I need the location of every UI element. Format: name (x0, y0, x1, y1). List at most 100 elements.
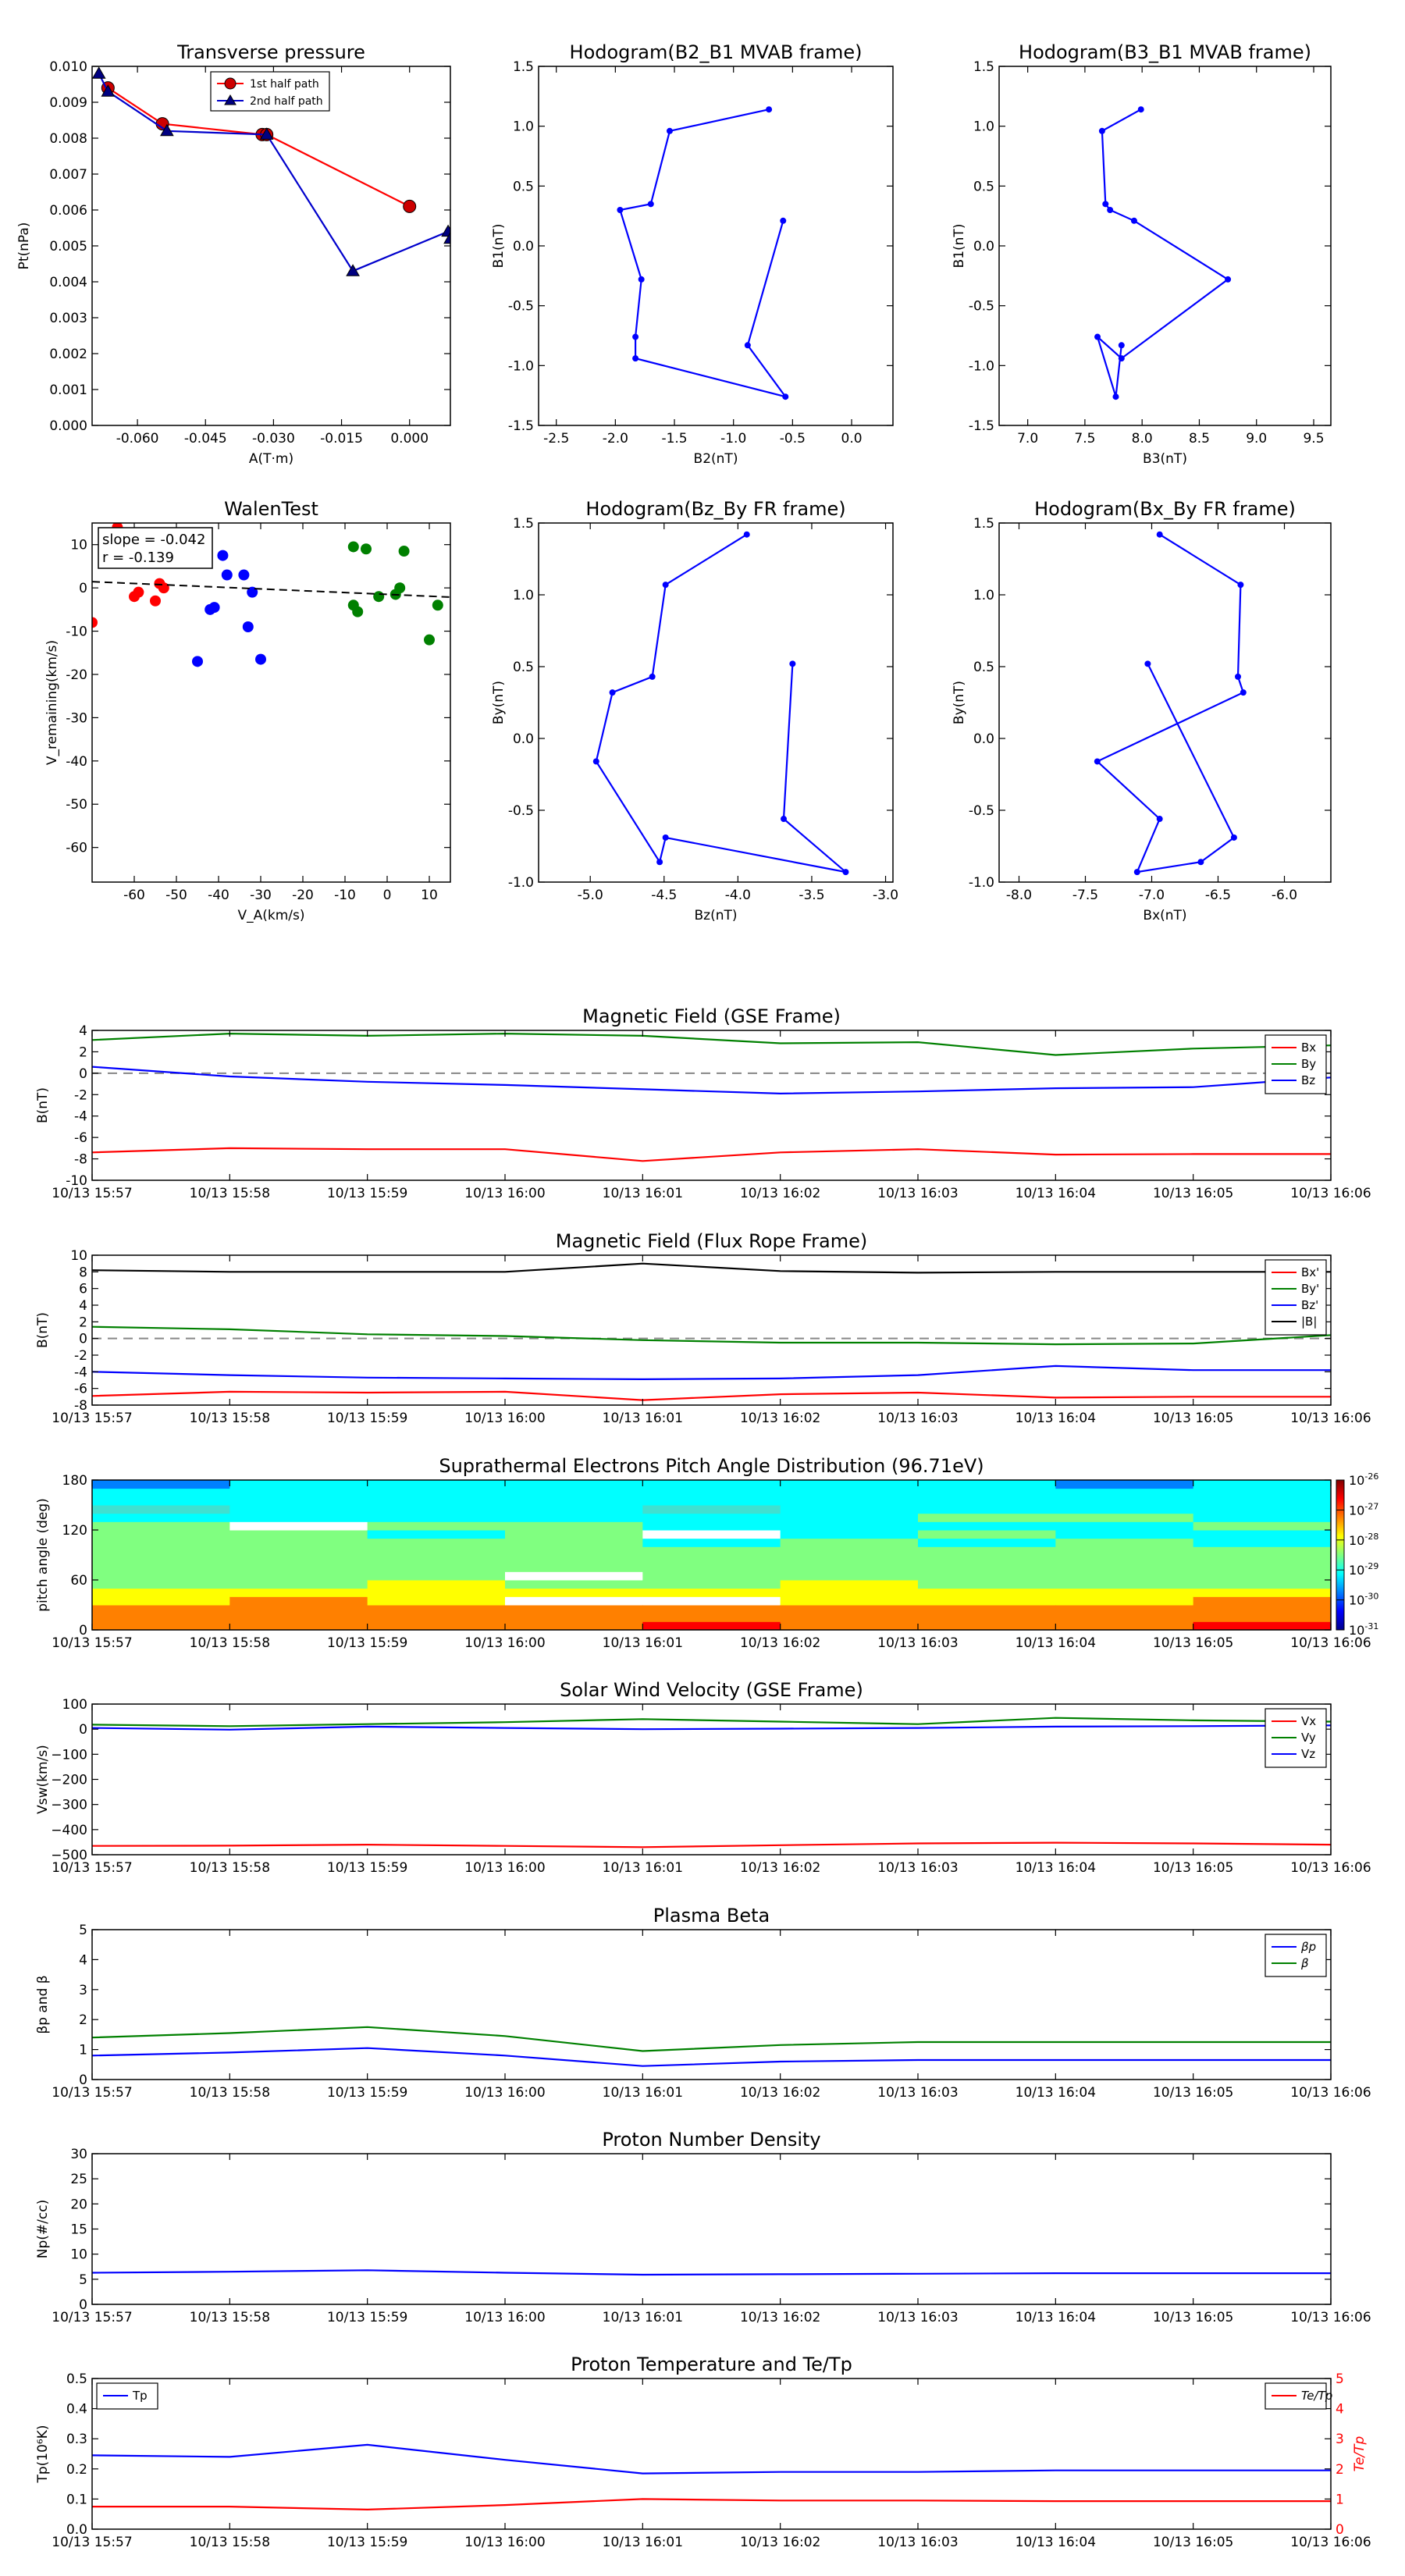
y-axis-label: By(nT) (951, 681, 967, 724)
heatmap-cell (92, 1538, 230, 1547)
y-tick-label: -0.5 (508, 299, 534, 315)
heatmap-cell (92, 1496, 230, 1506)
y-tick-label-right: 4 (1336, 2402, 1344, 2418)
heatmap-cell (367, 1546, 506, 1556)
data-point (766, 106, 773, 113)
heatmap-cell (505, 1580, 643, 1589)
y-axis-label: By(nT) (491, 681, 507, 724)
y-tick-label: 25 (70, 2172, 87, 2187)
heatmap-cell (367, 1613, 506, 1622)
heatmap-cell (505, 1480, 643, 1489)
heatmap-cell (367, 1538, 506, 1547)
x-axis-label: Bx(nT) (1143, 908, 1186, 923)
y-tick-label: 10 (70, 1248, 87, 1264)
heatmap-cell (367, 1563, 506, 1572)
plot-area (92, 1032, 1331, 1162)
heatmap-cell (780, 1521, 919, 1531)
heatmap-cell (92, 1480, 230, 1489)
x-tick-label: 10/13 15:58 (190, 2310, 270, 2325)
series-line (1095, 533, 1245, 873)
x-tick-label: 10/13 16:01 (603, 2310, 683, 2325)
heatmap-cell (229, 1571, 368, 1581)
y-tick-label: −500 (51, 1848, 87, 1863)
heatmap-cell (1193, 1588, 1331, 1597)
x-tick-label: -0.015 (320, 431, 363, 447)
x-tick-label: 10/13 16:00 (464, 2535, 545, 2550)
plot-frame (91, 1479, 1332, 1631)
y-tick-label: -4 (74, 1109, 87, 1125)
data-point (1094, 758, 1101, 765)
data-point (789, 660, 796, 667)
chart-title: Magnetic Field (GSE Frame) (582, 1005, 841, 1027)
legend-box (1264, 1934, 1327, 1977)
heatmap-cell (229, 1480, 368, 1489)
data-point (662, 834, 669, 841)
plot-frame (91, 2153, 1332, 2305)
chart-title: Proton Temperature and Te/Tp (571, 2354, 852, 2375)
heatmap-cell (367, 1480, 506, 1489)
y-tick-label: 0.5 (66, 2371, 87, 2387)
x-tick-label: -30 (250, 888, 272, 903)
annotation-slope: slope = -0.042 (102, 532, 205, 548)
x-tick-label: 10/13 16:05 (1153, 2535, 1233, 2550)
x-tick-label: -3.0 (873, 888, 898, 903)
data-point (192, 656, 203, 667)
heatmap-cell (505, 1505, 643, 1514)
x-tick-label: -5.0 (578, 888, 603, 903)
y-tick-label: 0.5 (513, 660, 534, 675)
y-tick-label-right: 2 (1336, 2462, 1344, 2478)
x-tick-label: 10/13 16:01 (603, 1635, 683, 1651)
plot-area (92, 2269, 1331, 2276)
y-tick-label: 0.1 (66, 2492, 87, 2507)
heatmap-cell (229, 1613, 368, 1622)
x-tick-label: 10/13 16:01 (603, 1186, 683, 1201)
x-tick-label: 7.5 (1074, 431, 1095, 447)
data-point (632, 355, 639, 362)
x-tick-label: 10/13 15:57 (52, 2535, 132, 2550)
y-tick-label: 180 (62, 1473, 87, 1489)
heatmap-cell (780, 1513, 919, 1522)
y-tick-label: 0.009 (49, 95, 87, 111)
heatmap-cell (1055, 1588, 1194, 1597)
y-tick-label: 0 (79, 1332, 87, 1347)
heatmap-cell (1055, 1496, 1194, 1506)
y-tick-label: 0.0 (973, 731, 994, 747)
x-tick-label: 9.5 (1303, 431, 1324, 447)
x-tick-label: 10 (421, 888, 438, 903)
plot-frame (998, 522, 1332, 883)
data-point (398, 546, 410, 557)
x-axis-label: A(T·m) (249, 451, 293, 467)
chart-title: Hodogram(Bz_By FR frame) (585, 498, 845, 520)
x-tick-label: -60 (123, 888, 145, 903)
y-tick-label: 0.4 (66, 2402, 87, 2418)
y-tick-label: -8 (74, 1398, 87, 1414)
x-tick-label: 10/13 15:57 (52, 1411, 132, 1426)
heatmap-cell (367, 1571, 506, 1581)
heatmap-cell (505, 1621, 643, 1630)
data-point (1098, 127, 1105, 134)
x-tick-label: 10/13 15:58 (190, 2535, 270, 2550)
heatmap-cell (1193, 1580, 1331, 1589)
heatmap-cell (642, 1563, 781, 1572)
heatmap-cell (1193, 1521, 1331, 1531)
heatmap-cell (92, 1580, 230, 1589)
legend-label: Vy (1301, 1731, 1316, 1745)
x-tick-label: 10/13 16:06 (1290, 2310, 1371, 2325)
legend-label: Bx' (1301, 1265, 1319, 1279)
plot-frame (91, 2378, 1332, 2530)
x-tick-label: 10/13 15:59 (327, 1860, 407, 1876)
x-tick-label: 10/13 16:06 (1290, 1635, 1371, 1651)
y-tick-label: 0.004 (49, 275, 87, 290)
plot-area (92, 1480, 1331, 1630)
y-tick-label: 1.0 (513, 119, 534, 135)
y-tick-label: -60 (66, 841, 87, 856)
data-point (1156, 816, 1163, 823)
data-point (1197, 859, 1204, 866)
data-point (441, 224, 450, 237)
y-axis-label: pitch angle (deg) (35, 1498, 51, 1612)
y-tick-label: 8 (79, 1265, 87, 1280)
y-tick-label: -1.0 (969, 875, 994, 891)
y-tick-label: 0.2 (66, 2462, 87, 2478)
data-point (403, 199, 417, 213)
plot-frame (91, 1254, 1332, 1406)
